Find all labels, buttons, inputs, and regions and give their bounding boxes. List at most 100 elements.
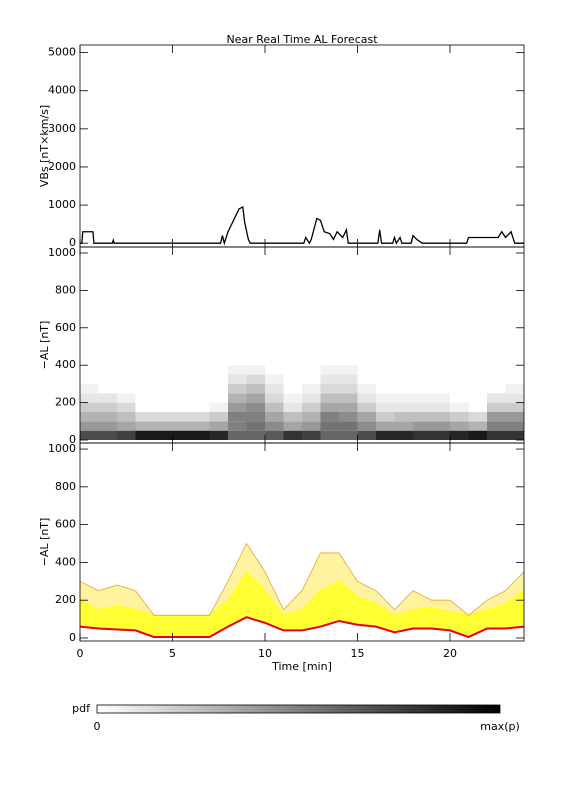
heat-cell: [487, 402, 506, 412]
heat-cell: [283, 374, 302, 384]
heat-cell: [154, 421, 173, 431]
heat-cell: [413, 421, 432, 431]
heat-cell: [339, 365, 358, 375]
heat-cell: [468, 393, 487, 403]
heat-cell: [283, 365, 302, 375]
heat-cell: [376, 374, 395, 384]
heat-cell: [431, 402, 450, 412]
heat-cell: [172, 402, 191, 412]
heat-cell: [98, 411, 117, 422]
heat-cell: [376, 393, 395, 403]
x-tick-label: 20: [443, 647, 457, 660]
y-axis-label: −AL [nT]: [38, 518, 51, 567]
heat-cell: [172, 365, 191, 375]
heat-cell: [339, 411, 358, 422]
colorbar-min: 0: [94, 720, 101, 733]
heat-cell: [431, 421, 450, 431]
heat-cell: [487, 393, 506, 403]
heat-cell: [80, 365, 99, 375]
heat-cell: [135, 411, 154, 422]
heat-cell: [302, 374, 321, 384]
x-tick-label: 0: [77, 647, 84, 660]
heat-cell: [246, 421, 265, 431]
heat-cell: [320, 383, 339, 394]
heat-cell: [302, 430, 321, 441]
heat-cell: [191, 383, 210, 394]
heat-cell: [450, 421, 469, 431]
heat-cell: [172, 393, 191, 403]
heat-cell: [413, 430, 432, 441]
heat-cell: [320, 411, 339, 422]
heat-cell: [246, 430, 265, 441]
heat-cell: [265, 402, 284, 412]
y-tick-label: 400: [55, 555, 76, 568]
heat-cell: [357, 374, 376, 384]
heat-cell: [413, 411, 432, 422]
heat-cell: [265, 383, 284, 394]
heat-cell: [246, 383, 265, 394]
heat-cell: [117, 383, 136, 394]
heat-cell: [265, 411, 284, 422]
heat-cell: [283, 411, 302, 422]
heat-cell: [320, 402, 339, 412]
y-tick-label: 200: [55, 396, 76, 409]
heat-cell: [302, 411, 321, 422]
heat-cell: [339, 430, 358, 441]
heat-cell: [487, 421, 506, 431]
heat-cell: [265, 374, 284, 384]
heat-cell: [135, 365, 154, 375]
heat-cell: [117, 393, 136, 403]
heat-cell: [357, 430, 376, 441]
heat-cell: [191, 365, 210, 375]
heat-cell: [154, 402, 173, 412]
heat-cell: [154, 430, 173, 441]
heat-cell: [450, 383, 469, 394]
heat-cell: [283, 393, 302, 403]
heat-cell: [246, 365, 265, 375]
heat-cell: [302, 393, 321, 403]
heat-cell: [117, 402, 136, 412]
heat-cell: [80, 411, 99, 422]
heat-cell: [394, 430, 413, 441]
heat-cell: [394, 411, 413, 422]
heat-cell: [209, 430, 228, 441]
heat-cell: [505, 374, 524, 384]
heat-cell: [172, 421, 191, 431]
plot-frame: [79, 442, 525, 642]
heat-cell: [320, 365, 339, 375]
heat-cell: [172, 411, 191, 422]
heat-cell: [228, 430, 247, 441]
heat-cell: [450, 402, 469, 412]
heat-cell: [209, 365, 228, 375]
heat-cell: [246, 374, 265, 384]
heat-cell: [283, 383, 302, 394]
heat-cell: [246, 402, 265, 412]
heat-cell: [320, 421, 339, 431]
heat-cell: [283, 430, 302, 441]
heat-cell: [228, 365, 247, 375]
colorbar-max: max(p): [480, 720, 520, 733]
heat-cell: [191, 374, 210, 384]
heat-cell: [413, 393, 432, 403]
x-tick-label: 10: [258, 647, 272, 660]
heat-cell: [172, 374, 191, 384]
heat-cell: [265, 365, 284, 375]
heat-cell: [468, 430, 487, 441]
heat-cell: [468, 374, 487, 384]
heat-cell: [80, 393, 99, 403]
heat-cell: [320, 374, 339, 384]
heat-cell: [357, 421, 376, 431]
heat-cell: [339, 402, 358, 412]
heat-cell: [209, 383, 228, 394]
heat-cell: [468, 411, 487, 422]
y-axis-label: VBs [nT×km/s]: [38, 105, 51, 187]
data-line: [79, 542, 525, 616]
heat-cell: [135, 374, 154, 384]
heat-cell: [191, 393, 210, 403]
heat-cell: [154, 393, 173, 403]
band-area: [80, 571, 524, 638]
heat-cell: [154, 365, 173, 375]
heat-cell: [302, 365, 321, 375]
heat-cell: [154, 374, 173, 384]
heat-cell: [172, 383, 191, 394]
